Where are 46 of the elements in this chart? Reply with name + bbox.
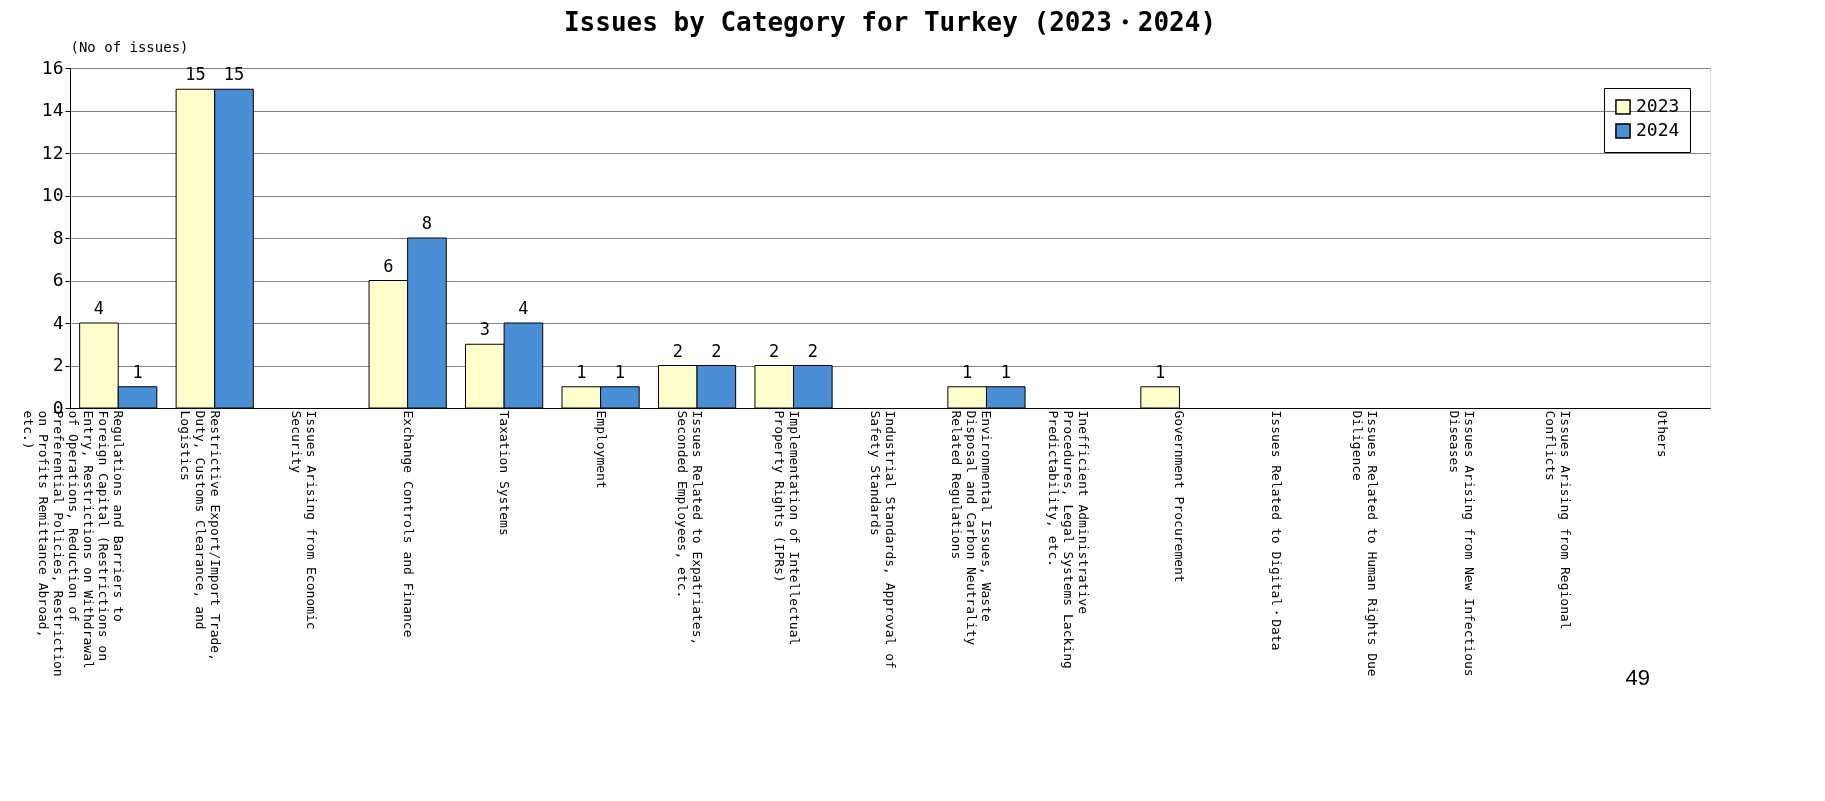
- x-tick-label: Restrictive Export/Import Trade, Duty, Customs Clearance, and Logistics: [177, 410, 223, 661]
- x-tick-label: Taxation Systems: [497, 410, 513, 536]
- data-label: 1: [132, 361, 143, 382]
- data-label: 2: [769, 340, 780, 361]
- y-tick-label: 4: [52, 311, 64, 333]
- y-axis-title: (No of issues): [70, 38, 189, 55]
- x-tick-label: Issues Related to Expatriates, Seconded Employees, etc.: [675, 410, 706, 646]
- data-label: 1: [576, 361, 587, 382]
- data-label: 15: [185, 64, 206, 85]
- data-label: 2: [807, 340, 818, 361]
- chart-title: Issues by Category for Turkey (2023・2024): [563, 7, 1217, 37]
- y-tick-label: 14: [41, 99, 64, 120]
- x-tick-label: Issues Arising from New Infectious Diseases: [1446, 410, 1477, 677]
- y-tick-label: 10: [41, 184, 64, 205]
- y-tick-label: 8: [52, 226, 64, 248]
- x-tick-label: Exchange Controls and Finance: [400, 410, 416, 638]
- x-tick-label: Environmental Issues, Waste Disposal and Carbon Neutrality Related Regulations: [949, 410, 995, 646]
- legend-label: 2024: [1636, 119, 1680, 140]
- x-tick-label: Issues Related to Human Rights Due Diligence: [1350, 410, 1381, 677]
- x-tick-label: Inefficient Administrative Procedures, Legal Systems Lacking Predictability, etc.: [1045, 410, 1091, 669]
- x-tick-label: Employment: [593, 410, 609, 489]
- x-tick-label: Industrial Standards, Approval of Safety Standards: [868, 410, 898, 669]
- data-label: 1: [962, 361, 973, 382]
- y-tick-label: 2: [52, 354, 64, 375]
- data-label: 1: [1000, 361, 1011, 382]
- data-label: 6: [383, 255, 394, 276]
- x-tick-label: Issues Arising from Economic Security: [289, 410, 320, 630]
- data-label: 1: [614, 361, 626, 382]
- data-label: 3: [479, 319, 490, 340]
- legend-label: 2023: [1636, 95, 1680, 116]
- data-label: 15: [223, 64, 245, 85]
- x-tick-label: Issues Arising from Regional Conflicts: [1543, 410, 1574, 630]
- x-tick-label: Issues Related to Digital・Data: [1268, 410, 1284, 651]
- x-tick-label: Implementation of Intellectual Property Rights (IPRs): [771, 410, 802, 646]
- y-tick-label: 16: [41, 56, 64, 78]
- y-tick-label: 6: [52, 269, 64, 290]
- data-label: 8: [421, 213, 433, 233]
- y-tick-label: 12: [41, 141, 64, 163]
- data-label: 4: [93, 298, 105, 318]
- x-tick-label: Government Procurement: [1172, 410, 1188, 583]
- text: 49: [1625, 665, 1650, 690]
- data-label: 2: [711, 340, 722, 361]
- data-label: 1: [1154, 361, 1166, 382]
- x-tick-label: Others: [1654, 410, 1670, 458]
- data-label: 4: [518, 298, 529, 318]
- data-label: 2: [672, 340, 683, 361]
